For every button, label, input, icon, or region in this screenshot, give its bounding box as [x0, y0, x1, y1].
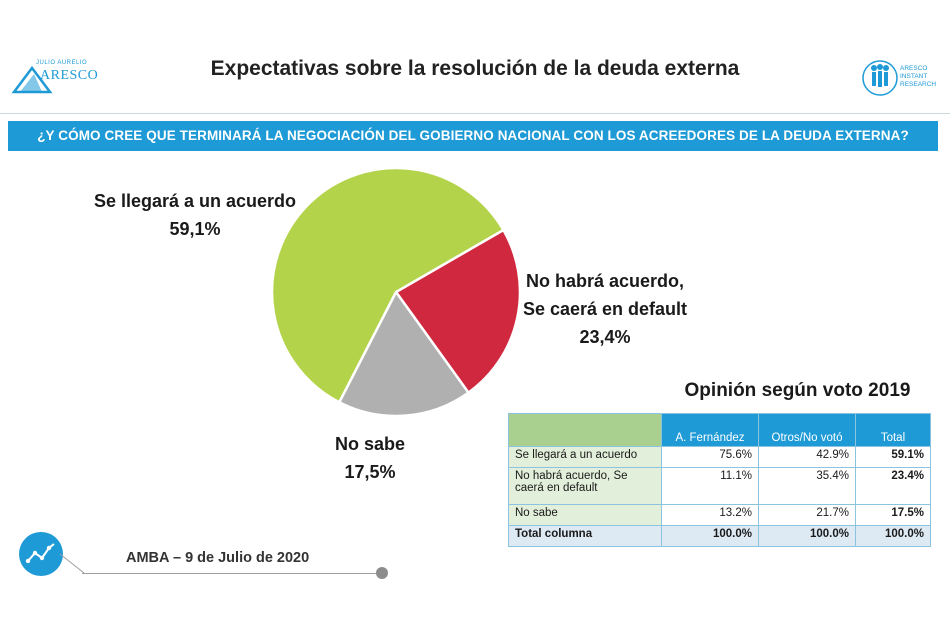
- table-header-row: A. Fernández Otros/No votó Total: [508, 413, 931, 447]
- table-row: No sabe 13.2% 21.7% 17.5%: [508, 504, 931, 526]
- question-banner: ¿Y CÓMO CREE QUE TERMINARÁ LA NEGOCIACIÓ…: [8, 121, 938, 151]
- table-row-total: Total columna 100.0% 100.0% 100.0%: [508, 525, 931, 547]
- cell: 100.0%: [758, 525, 856, 547]
- cell-total: 17.5%: [855, 504, 931, 526]
- cell: 100.0%: [661, 525, 759, 547]
- page-title: Expectativas sobre la resolución de la d…: [210, 57, 740, 80]
- pie-slice-nosabe: [337, 289, 471, 418]
- cell: 11.1%: [661, 467, 759, 505]
- trend-icon: [19, 532, 63, 576]
- cell-total: 100.0%: [855, 525, 931, 547]
- pie-label-acuerdo-value: 59,1%: [169, 219, 221, 239]
- footer-text: AMBA – 9 de Julio de 2020: [126, 550, 310, 566]
- table-header-otros: Otros/No votó: [758, 413, 856, 447]
- pie-label-acuerdo: Se llegará a un acuerdo 59,1%: [60, 187, 330, 243]
- row-label: Se llegará a un acuerdo: [508, 446, 662, 468]
- aresco-logo-name: ARESCO: [40, 68, 99, 83]
- logo-line-1: ARESCO: [900, 65, 928, 72]
- aresco-instant-research-logo: ARESCO INSTANT RESEARCH: [862, 55, 942, 101]
- pie-label-default-value: 23,4%: [579, 327, 631, 347]
- cell: 13.2%: [661, 504, 759, 526]
- opinion-table: A. Fernández Otros/No votó Total Se lleg…: [508, 413, 931, 547]
- table-header-blank: [508, 413, 662, 447]
- pie-chart: [270, 166, 522, 418]
- logo-line-2: INSTANT: [900, 73, 928, 80]
- pie-label-default: No habrá acuerdo, Se caerá en default 23…: [505, 267, 705, 351]
- table-row: Se llegará a un acuerdo 75.6% 42.9% 59.1…: [508, 446, 931, 468]
- pie-label-acuerdo-name: Se llegará a un acuerdo: [93, 191, 297, 211]
- table-header-total: Total: [855, 413, 931, 447]
- pie-label-nosabe-value: 17,5%: [344, 462, 396, 482]
- pie-label-nosabe-name: No sabe: [334, 434, 406, 454]
- row-label: No habrá acuerdo, Se caerá en default: [508, 467, 662, 505]
- table-title: Opinión según voto 2019: [684, 380, 911, 401]
- logo-line-3: RESEARCH: [900, 81, 937, 88]
- cell: 42.9%: [758, 446, 856, 468]
- table-header-fernandez: A. Fernández: [661, 413, 759, 447]
- pie-label-default-line1: No habrá acuerdo,: [525, 271, 685, 291]
- header-divider: [0, 113, 950, 114]
- cell: 75.6%: [661, 446, 759, 468]
- pie-slice-default: [394, 228, 522, 395]
- pie-label-nosabe: No sabe 17,5%: [300, 430, 440, 486]
- aresco-logo-mark: [11, 65, 53, 94]
- table-row: No habrá acuerdo, Se caerá en default 11…: [508, 467, 931, 505]
- aresco-logo-small-text: JULIO AURELIO: [36, 60, 88, 66]
- figures-icon: [862, 60, 898, 96]
- aresco-logo: JULIO AURELIO ARESCO: [10, 58, 100, 98]
- cell: 35.4%: [758, 467, 856, 505]
- row-label: Total columna: [508, 525, 662, 547]
- footer-dot: [376, 567, 388, 579]
- cell-total: 23.4%: [855, 467, 931, 505]
- cell-total: 59.1%: [855, 446, 931, 468]
- pie-label-default-line2: Se caerá en default: [522, 299, 688, 319]
- row-label: No sabe: [508, 504, 662, 526]
- footer-line: [82, 573, 382, 574]
- footer-connector: [59, 553, 85, 574]
- pie-slice-acuerdo: [270, 166, 506, 404]
- cell: 21.7%: [758, 504, 856, 526]
